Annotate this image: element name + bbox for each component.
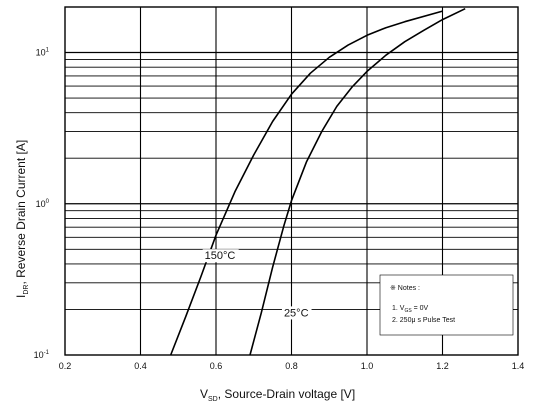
curve-label-bg [202, 249, 239, 263]
curve-label-150c: 150°C [205, 250, 236, 262]
curve-label-bg [281, 306, 312, 320]
plot-frame [64, 6, 519, 356]
x-tick-label: 0.4 [134, 361, 147, 371]
y-tick-labels: 101 100 10-1 [34, 48, 50, 360]
notes-box: ※ Notes : 1. VGS = 0V 2. 250μ s Pulse Te… [379, 274, 514, 336]
curve-label-25c: 25°C [284, 307, 309, 319]
notes-line-2: 2. 250μ s Pulse Test [392, 317, 455, 324]
x-tick-label: 1.2 [436, 361, 449, 371]
x-tick-label: 0.2 [59, 361, 72, 371]
x-axis-title: VSD, Source-Drain voltage [V] [200, 387, 355, 403]
curve-150c [169, 10, 443, 356]
x-tick-label: 1.4 [512, 361, 525, 371]
x-tick-labels: 0.2 0.4 0.6 0.8 1.0 1.2 1.4 [59, 361, 525, 371]
notes-title: ※ Notes : [390, 285, 420, 292]
y-tick-label: 101 [36, 48, 50, 58]
y-tick-label: 10-1 [34, 350, 50, 360]
x-tick-label: 0.6 [210, 361, 223, 371]
curve-25c [249, 7, 466, 356]
curve-labels: 150°C 25°C [202, 249, 312, 320]
gridlines [65, 7, 518, 355]
x-tick-label: 1.0 [361, 361, 374, 371]
notes-line-1: 1. VGS = 0V [392, 305, 429, 314]
curves [169, 7, 466, 356]
x-tick-label: 0.8 [285, 361, 298, 371]
y-axis-title: IDR, Reverse Drain Current [A] [14, 140, 30, 298]
y-tick-label: 100 [36, 199, 50, 209]
